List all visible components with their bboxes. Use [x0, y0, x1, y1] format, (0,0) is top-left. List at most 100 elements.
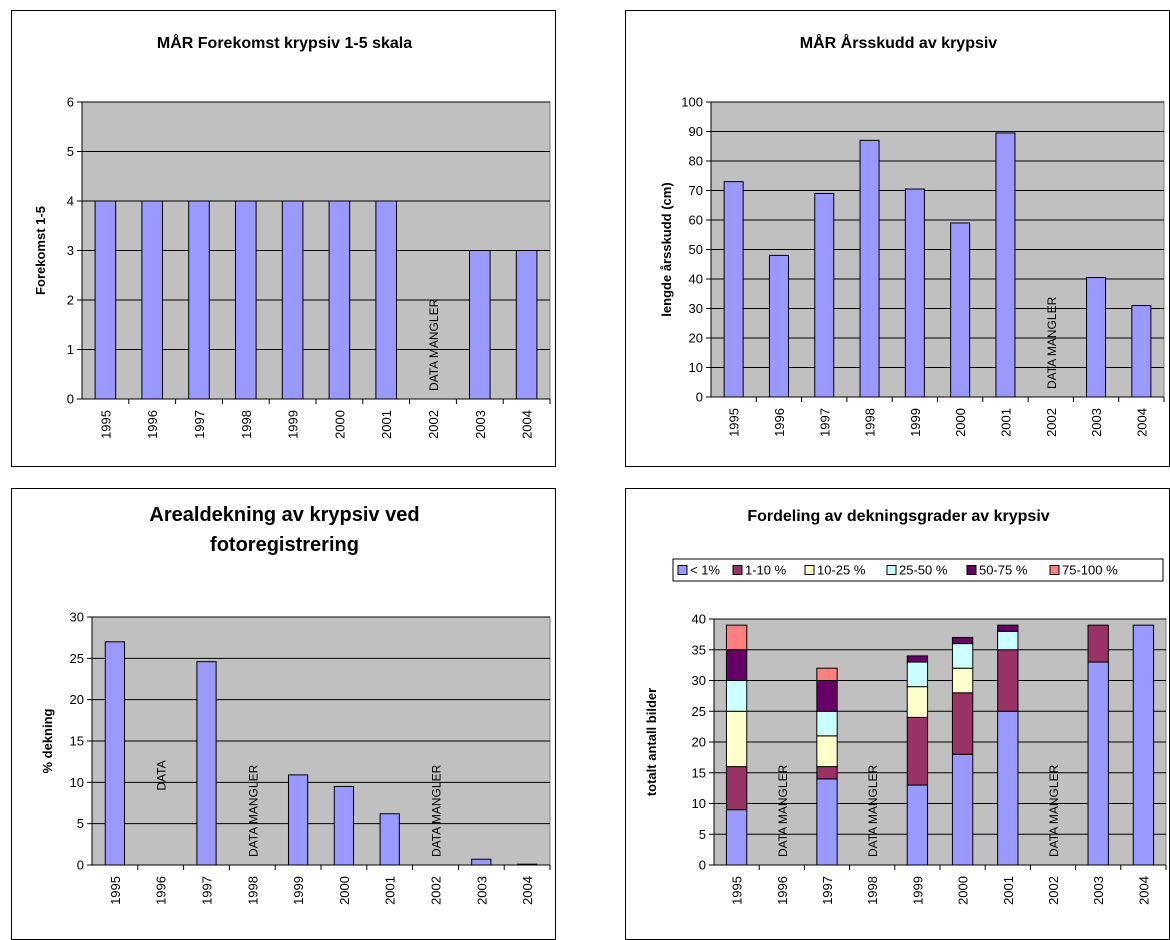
bar	[950, 222, 971, 398]
bar	[723, 181, 744, 398]
x-tick-label: 2004	[1136, 876, 1151, 905]
bar-segment	[816, 667, 838, 681]
x-tick-label: 2001	[1001, 876, 1016, 905]
y-tick-label: 0	[699, 858, 706, 873]
x-tick-label: 1998	[863, 408, 878, 437]
x-tick-label: 1995	[730, 876, 745, 905]
bar	[814, 192, 835, 398]
annotation-label: DATA MANGLER	[776, 764, 790, 857]
bar-segment	[951, 667, 974, 694]
y-tick-label: 5	[77, 816, 84, 831]
annotation-label: DATA MANGLER	[246, 764, 260, 857]
bar-segment	[725, 624, 748, 651]
y-tick-label: 3	[67, 243, 74, 258]
bar	[1086, 277, 1107, 398]
x-tick-label: 2003	[1089, 408, 1104, 437]
bar-segment	[951, 692, 974, 755]
x-tick-label: 2002	[429, 876, 444, 905]
legend-label: 25-50 %	[899, 563, 948, 578]
x-tick-label: 2004	[520, 410, 535, 439]
y-tick-label: 6	[67, 95, 74, 110]
y-axis-label: % dekning	[40, 708, 55, 773]
x-tick-label: 1996	[775, 876, 790, 905]
x-tick-label: 2001	[383, 876, 398, 905]
bar-segment	[816, 766, 838, 780]
bar	[859, 139, 880, 398]
x-tick-label: 2004	[520, 876, 535, 905]
y-axis-label: Forekomst 1-5	[33, 206, 48, 295]
y-tick-label: 25	[70, 651, 84, 666]
x-tick-label: 2001	[379, 410, 394, 439]
bar-segment	[725, 809, 748, 866]
legend-label: 1-10 %	[745, 563, 787, 578]
legend-swatch	[1049, 565, 1060, 575]
bar	[904, 188, 925, 398]
x-tick-label: 1999	[910, 876, 925, 905]
bar	[471, 858, 492, 866]
legend-swatch	[677, 565, 688, 575]
bar-segment	[1087, 661, 1109, 866]
y-tick-label: 100	[681, 95, 703, 110]
bar-segment	[997, 624, 1019, 632]
y-tick-label: 20	[692, 735, 706, 750]
bar	[104, 641, 126, 866]
bar	[515, 250, 538, 400]
chart-svg: Fordeling av dekningsgrader av krypsiv 0 5…	[644, 508, 1167, 905]
x-tick-label: 2000	[956, 876, 971, 905]
bar-segment	[816, 778, 838, 866]
bar	[328, 200, 351, 400]
bar-segment	[906, 661, 929, 688]
chart-panel-fordeling: Fordeling av dekningsgrader av krypsiv 0 5…	[625, 488, 1170, 940]
y-tick-label: 35	[692, 642, 706, 657]
bar	[235, 200, 257, 400]
chart-title: Fordeling av dekningsgrader av krypsiv	[747, 508, 1049, 525]
x-tick-label: 1997	[192, 410, 207, 439]
x-tick-label: 2003	[1091, 876, 1106, 905]
y-tick-label: 5	[699, 827, 706, 842]
bar-segment	[816, 710, 838, 737]
annotation-label: DATA	[155, 760, 169, 790]
chart-title: MÅR Årsskudd av krypsiv	[800, 33, 998, 52]
y-tick-label: 0	[696, 390, 703, 405]
legend-box	[672, 558, 1164, 582]
bar	[333, 785, 355, 866]
y-axis-label: totalt antall bilder	[644, 688, 659, 796]
bar-segment	[906, 784, 929, 866]
x-tick-label: 1996	[145, 410, 160, 439]
y-tick-label: 70	[689, 183, 703, 198]
bar	[768, 254, 789, 398]
y-tick-label: 0	[77, 858, 84, 873]
y-tick-label: 1	[67, 342, 74, 357]
legend-swatch	[966, 565, 977, 575]
y-tick-label: 40	[689, 272, 703, 287]
chart-title: Arealdekning av krypsiv ved fotoregistrer…	[149, 504, 419, 556]
x-tick-label: 1997	[820, 876, 835, 905]
annotation-label: DATA MANGLER	[430, 764, 444, 857]
x-tick-label: 1996	[772, 408, 787, 437]
x-tick-label: 1999	[908, 408, 923, 437]
x-tick-label: 1999	[291, 876, 306, 905]
legend-swatch	[804, 565, 815, 575]
chart-svg: MÅR Årsskudd av krypsiv 0 10 20 30 40 50 60 70 80…	[659, 33, 1165, 437]
bar-segment	[906, 716, 929, 786]
bar	[281, 200, 304, 400]
annotation-label: DATA MANGLER	[866, 764, 880, 857]
x-tick-label: 1995	[98, 410, 113, 439]
bar	[469, 250, 491, 400]
annotation-label: DATA MANGLER	[427, 298, 441, 391]
bar-segment	[906, 655, 929, 663]
y-axis-label: lengde årsskudd (cm)	[659, 182, 674, 316]
bar-segment	[725, 680, 748, 712]
y-tick-label: 80	[689, 154, 703, 169]
x-tick-label: 2004	[1134, 408, 1149, 437]
y-tick-label: 90	[689, 124, 703, 139]
x-tick-label: 1995	[108, 876, 123, 905]
chart-title: MÅR Forekomst krypsiv 1-5 skala	[157, 33, 412, 52]
annotation-label: DATA MANGLER	[1047, 764, 1061, 857]
y-tick-label: 20	[70, 692, 84, 707]
x-tick-label: 2000	[332, 410, 347, 439]
bar-segment	[725, 710, 748, 768]
x-tick-label: 2000	[337, 876, 352, 905]
x-tick-label: 2002	[1046, 876, 1061, 905]
x-tick-label: 2000	[953, 408, 968, 437]
